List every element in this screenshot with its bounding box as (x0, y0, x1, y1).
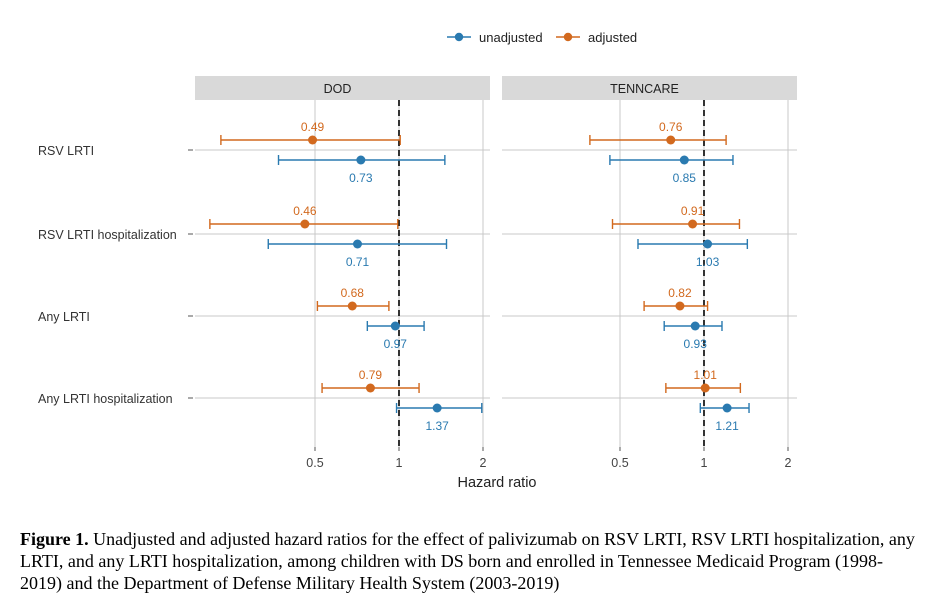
estimate-label-unadjusted: 1.03 (696, 255, 720, 269)
panel-strip-tenncare (502, 76, 797, 100)
estimate-label-adjusted: 1.01 (694, 368, 718, 382)
point-estimate-adjusted (666, 135, 676, 145)
point-estimate-unadjusted (390, 321, 400, 331)
point-estimate-adjusted (700, 383, 710, 393)
x-tick-label: 1 (701, 456, 708, 470)
figure-caption-text: Unadjusted and adjusted hazard ratios fo… (20, 529, 915, 593)
estimate-label-unadjusted: 0.97 (384, 337, 408, 351)
estimate-label-unadjusted: 0.71 (346, 255, 370, 269)
x-tick-label: 2 (785, 456, 792, 470)
figure-label: Figure 1. (20, 529, 89, 549)
estimate-label-unadjusted: 0.93 (684, 337, 708, 351)
point-estimate-unadjusted (690, 321, 700, 331)
point-estimate-adjusted (688, 219, 698, 229)
estimate-label-adjusted: 0.49 (301, 120, 325, 134)
legend-label-adjusted: adjusted (588, 30, 637, 45)
point-estimate-unadjusted (356, 155, 366, 165)
estimate-label-adjusted: 0.91 (681, 204, 705, 218)
x-tick-label: 0.5 (611, 456, 628, 470)
x-tick-label: 2 (480, 456, 487, 470)
x-tick-label: 1 (396, 456, 403, 470)
estimate-label-unadjusted: 0.73 (349, 171, 373, 185)
estimate-label-unadjusted: 1.37 (425, 419, 449, 433)
figure-caption: Figure 1. Unadjusted and adjusted hazard… (20, 528, 920, 594)
estimate-label-adjusted: 0.79 (359, 368, 383, 382)
x-tick-label: 0.5 (306, 456, 323, 470)
estimate-label-adjusted: 0.82 (668, 286, 692, 300)
estimate-label-unadjusted: 1.21 (715, 419, 739, 433)
x-axis-title: Hazard ratio (458, 475, 537, 491)
y-tick-label: RSV LRTI (38, 144, 94, 158)
panel-title-tenncare: TENNCARE (610, 82, 679, 96)
point-estimate-unadjusted (432, 403, 442, 413)
point-estimate-adjusted (347, 301, 357, 311)
y-tick-label: RSV LRTI hospitalization (38, 228, 177, 242)
point-estimate-unadjusted (352, 239, 362, 249)
forest-plot: unadjusted adjusted RSV LRTI RSV LRTI hospi… (38, 30, 797, 491)
legend-label-unadjusted: unadjusted (479, 30, 543, 45)
y-tick-label: Any LRTI (38, 310, 90, 324)
y-tick-label: Any LRTI hospitalization (38, 392, 173, 406)
legend-marker-unadjusted (454, 32, 464, 42)
panel-strip-dod (195, 76, 490, 100)
point-estimate-unadjusted (722, 403, 732, 413)
estimate-label-adjusted: 0.46 (293, 204, 317, 218)
legend-marker-adjusted (563, 32, 573, 42)
panel-title-dod: DOD (324, 82, 352, 96)
estimate-label-unadjusted: 0.85 (673, 171, 697, 185)
estimate-label-adjusted: 0.68 (341, 286, 365, 300)
point-estimate-adjusted (300, 219, 310, 229)
point-estimate-adjusted (365, 383, 375, 393)
point-estimate-adjusted (675, 301, 685, 311)
point-estimate-unadjusted (703, 239, 713, 249)
estimate-label-adjusted: 0.76 (659, 120, 683, 134)
point-estimate-unadjusted (679, 155, 689, 165)
point-estimate-adjusted (308, 135, 318, 145)
